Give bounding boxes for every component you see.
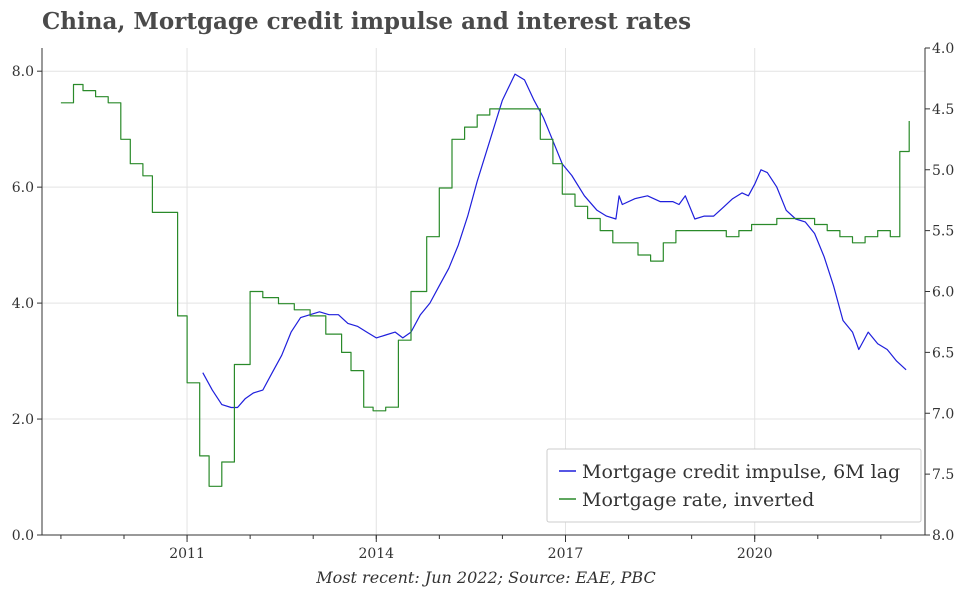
y-left-tick-label: 0.0 [12,528,34,544]
y-left-tick-label: 2.0 [12,412,34,428]
legend-label-mortgage-rate: Mortgage rate, inverted [582,489,814,511]
legend: Mortgage credit impulse, 6M lag Mortgage… [546,448,922,523]
right-axis-ticks: 4.0 4.5 5.0 5.5 6.0 6.5 7.0 7.5 8.0 [925,41,954,544]
source-note: Most recent: Jun 2022; Source: EAE, PBC [315,568,655,587]
left-axis-ticks: 0.0 2.0 4.0 6.0 8.0 [12,64,42,544]
x-axis-ticks: 2011 2014 2017 2020 [60,535,882,562]
y-right-tick-label: 6.5 [932,345,954,361]
y-left-tick-label: 4.0 [12,296,34,312]
y-right-tick-label: 6.0 [932,285,954,301]
chart-title: China, Mortgage credit impulse and inter… [42,8,691,35]
y-right-tick-label: 4.0 [932,41,954,57]
y-right-tick-label: 5.0 [932,163,954,179]
legend-box [546,448,922,523]
y-right-tick-label: 5.5 [932,224,954,240]
series-line-mortgage-rate [60,83,910,487]
y-right-tick-label: 4.5 [932,102,954,118]
x-tick-label: 2011 [169,546,205,562]
y-right-tick-label: 8.0 [932,528,954,544]
legend-label-credit-impulse: Mortgage credit impulse, 6M lag [582,461,900,483]
y-left-tick-label: 6.0 [12,180,34,196]
series-layer [60,73,910,487]
grid [42,48,925,536]
x-tick-label: 2017 [548,546,584,562]
series-line-credit-impulse [202,73,907,409]
x-tick-label: 2020 [737,546,773,562]
x-tick-label: 2014 [358,546,394,562]
y-left-tick-label: 8.0 [12,64,34,80]
y-right-tick-label: 7.0 [932,406,954,422]
y-right-tick-label: 7.5 [932,467,954,483]
